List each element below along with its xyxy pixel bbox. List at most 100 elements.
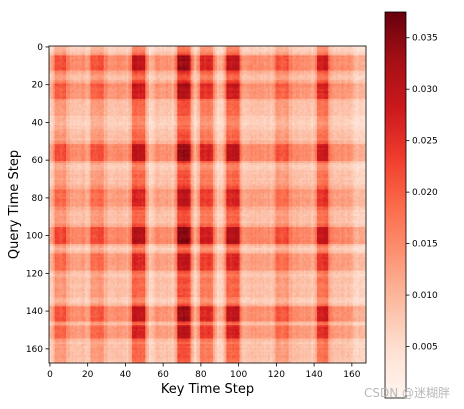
heatmap-cell: [167, 49, 171, 53]
heatmap-cell: [124, 59, 127, 62]
heatmap-cell: [335, 83, 339, 86]
heatmap-cell: [252, 83, 256, 86]
heatmap-cell: [245, 76, 248, 79]
heatmap-cell: [143, 51, 146, 54]
heatmap-cell: [143, 81, 146, 85]
heatmap-cell: [103, 59, 106, 62]
heatmap-cell: [188, 61, 191, 64]
heatmap-cell: [165, 83, 169, 86]
heatmap-cell: [249, 76, 252, 79]
heatmap-cell: [358, 76, 361, 79]
heatmap-cell: [322, 47, 325, 51]
heatmap-cell: [190, 46, 193, 49]
heatmap-cell: [235, 57, 239, 60]
heatmap-cell: [88, 85, 91, 88]
heatmap-cell: [60, 46, 63, 49]
heatmap-cell: [335, 79, 339, 83]
heatmap-cell: [318, 62, 322, 66]
heatmap-cell: [81, 66, 84, 69]
heatmap-cell: [254, 78, 257, 81]
heatmap-cell: [203, 53, 206, 56]
heatmap-cell: [101, 61, 105, 64]
heatmap-cell: [88, 78, 91, 81]
heatmap-cell: [335, 66, 339, 69]
heatmap-cell: [250, 53, 254, 56]
heatmap-cell: [135, 64, 139, 68]
heatmap-cell: [345, 62, 348, 66]
heatmap-cell: [299, 66, 303, 69]
heatmap-cell: [86, 57, 89, 60]
heatmap-cell: [169, 72, 172, 75]
heatmap-cell: [288, 64, 291, 68]
heatmap-cell: [320, 78, 323, 81]
heatmap-cell: [281, 78, 284, 81]
heatmap-cell: [267, 72, 271, 75]
heatmap-cell: [71, 81, 74, 85]
heatmap-cell: [267, 83, 271, 86]
heatmap-cell: [194, 55, 197, 58]
heatmap-cell: [132, 79, 135, 83]
heatmap-cell: [309, 83, 312, 86]
heatmap-cell: [139, 70, 142, 73]
heatmap-cell: [145, 83, 148, 86]
heatmap-cell: [354, 55, 357, 58]
heatmap-cell: [132, 62, 135, 66]
heatmap-cell: [118, 85, 122, 88]
heatmap-cell: [156, 61, 159, 64]
heatmap-cell: [165, 76, 169, 79]
heatmap-cell: [311, 59, 314, 62]
heatmap-cell: [173, 53, 176, 56]
heatmap-cell: [271, 72, 274, 75]
heatmap-cell: [324, 78, 327, 81]
heatmap-cell: [179, 62, 182, 66]
heatmap-cell: [211, 61, 214, 64]
heatmap-cell: [67, 83, 71, 86]
heatmap-cell: [65, 70, 69, 73]
heatmap-cell: [135, 59, 139, 62]
heatmap-cell: [113, 70, 116, 73]
heatmap-cell: [345, 78, 348, 81]
heatmap-cell: [190, 51, 193, 54]
heatmap-cell: [262, 70, 265, 73]
heatmap-cell: [181, 46, 184, 49]
heatmap-cell: [92, 59, 95, 62]
heatmap-cell: [56, 78, 59, 81]
heatmap-cell: [184, 68, 188, 71]
heatmap-cell: [349, 70, 352, 73]
heatmap-cell: [320, 64, 323, 68]
heatmap-cell: [218, 59, 222, 62]
heatmap-cell: [347, 59, 350, 62]
heatmap-cell: [292, 78, 295, 81]
heatmap-cell: [139, 49, 142, 53]
heatmap-cell: [160, 83, 163, 86]
heatmap-cell: [358, 47, 361, 51]
heatmap-cell: [337, 68, 340, 71]
heatmap-cell: [207, 62, 210, 66]
heatmap-cell: [149, 57, 152, 60]
heatmap-cell: [156, 74, 159, 77]
heatmap-cell: [215, 46, 218, 49]
heatmap-cell: [143, 62, 146, 66]
heatmap-cell: [177, 78, 180, 81]
heatmap-cell: [326, 74, 329, 77]
heatmap-cell: [147, 62, 150, 66]
heatmap-cell: [224, 51, 227, 54]
heatmap-cell: [101, 68, 105, 71]
heatmap-cell: [71, 83, 74, 86]
heatmap-cell: [260, 55, 263, 58]
heatmap-cell: [113, 59, 116, 62]
heatmap-cell: [64, 59, 67, 62]
heatmap-cell: [154, 85, 157, 88]
heatmap-cell: [64, 72, 67, 75]
heatmap-cell: [213, 76, 216, 79]
heatmap-cell: [130, 47, 133, 51]
heatmap-cell: [65, 53, 69, 56]
heatmap-cell: [269, 79, 273, 83]
heatmap-cell: [81, 81, 84, 85]
heatmap-cell: [152, 59, 156, 62]
heatmap-cell: [347, 46, 350, 49]
heatmap-cell: [239, 53, 242, 56]
heatmap-cell: [243, 55, 246, 58]
heatmap-cell: [290, 53, 293, 56]
heatmap-cell: [109, 74, 112, 77]
